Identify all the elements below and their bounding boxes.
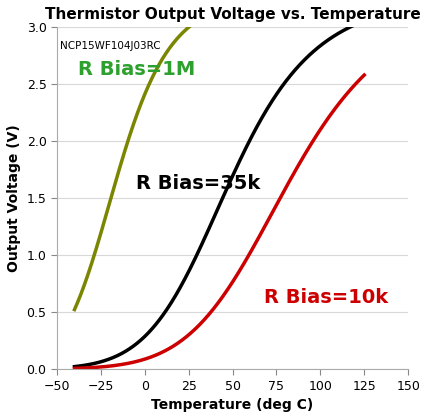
X-axis label: Temperature (deg C): Temperature (deg C) bbox=[151, 398, 313, 412]
Text: R Bias=10k: R Bias=10k bbox=[264, 288, 387, 307]
Text: R Bias=35k: R Bias=35k bbox=[135, 174, 259, 193]
Text: NCP15WF104J03RC: NCP15WF104J03RC bbox=[60, 41, 161, 51]
Text: R Bias=1M: R Bias=1M bbox=[78, 60, 195, 79]
Y-axis label: Output Voltage (V): Output Voltage (V) bbox=[7, 124, 21, 272]
Title: Thermistor Output Voltage vs. Temperature: Thermistor Output Voltage vs. Temperatur… bbox=[45, 7, 420, 22]
